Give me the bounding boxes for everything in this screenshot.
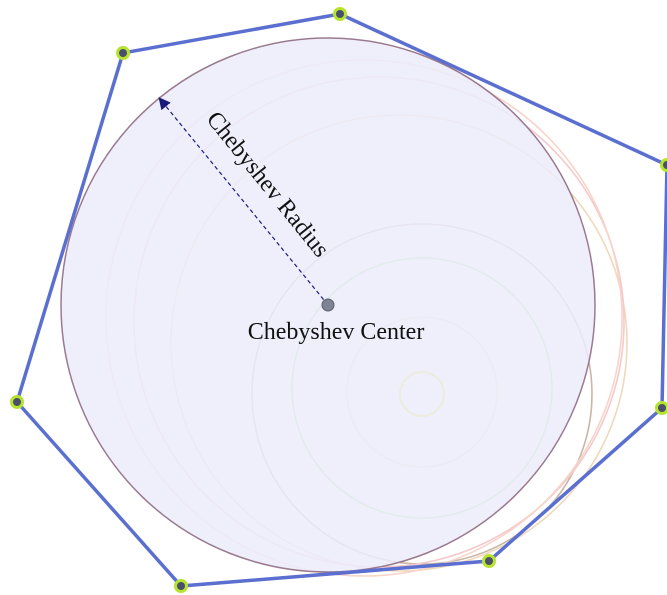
vertex-point-icon [655,401,667,415]
polygon-vertices [10,7,667,593]
vertex-point-icon [333,7,347,21]
polygon-outline [15,12,667,588]
chebyshev-center-point [321,298,335,312]
vertex-point-icon [482,554,496,568]
vertex-point-icon [174,579,188,593]
vertex-point-icon [660,158,667,172]
vertex-point-icon [116,46,130,60]
vertex-point-icon [10,395,24,409]
chebyshev-center-label: Chebyshev Center [248,319,425,345]
chebyshev-radius-line [158,97,329,306]
